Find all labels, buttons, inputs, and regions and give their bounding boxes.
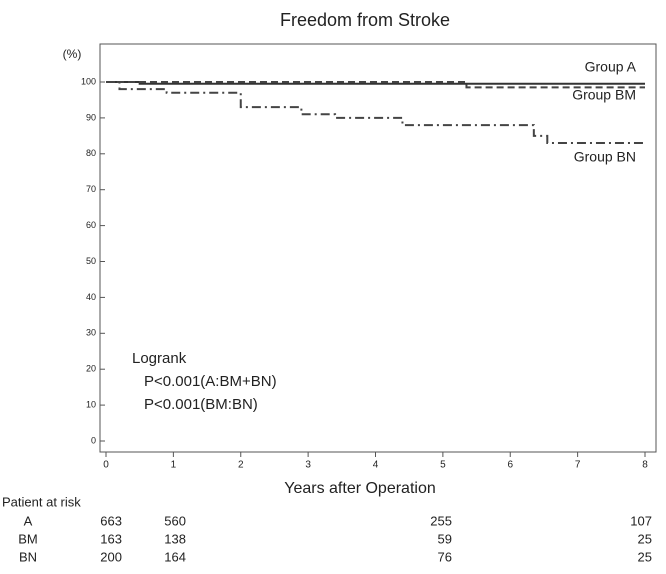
y-tick-label: 20	[86, 364, 96, 374]
risk-value: 76	[438, 549, 452, 564]
x-tick-label: 8	[642, 460, 648, 471]
y-tick-label: 50	[86, 256, 96, 266]
y-tick-label: 10	[86, 399, 96, 409]
survival-line	[106, 81, 645, 145]
y-axis-label: (%)	[63, 47, 82, 61]
x-tick-label: 0	[103, 460, 109, 471]
annotation: P<0.001(BM:BN)	[144, 396, 258, 413]
x-tick-label: 2	[238, 460, 244, 471]
series-label: Group BN	[574, 149, 636, 165]
risk-row-name: BM	[18, 531, 38, 546]
series-label: Group A	[585, 59, 637, 75]
x-tick-label: 6	[507, 460, 513, 471]
chart-title: Freedom from Stroke	[280, 10, 450, 30]
risk-value: 200	[100, 549, 122, 564]
y-tick-label: 80	[86, 148, 96, 158]
y-tick-label: 100	[81, 76, 96, 86]
x-tick-label: 1	[171, 460, 177, 471]
annotation: Logrank	[132, 350, 187, 367]
survival-line	[106, 81, 645, 89]
x-axis-label: Years after Operation	[284, 480, 436, 497]
series-label: Group BM	[572, 87, 636, 103]
plot-frame	[99, 43, 657, 453]
risk-value: 25	[638, 531, 652, 546]
risk-value: 59	[438, 531, 452, 546]
risk-value: 663	[100, 513, 122, 528]
risk-value: 163	[100, 531, 122, 546]
y-tick-label: 60	[86, 220, 96, 230]
annotation: P<0.001(A:BM+BN)	[144, 373, 277, 390]
risk-value: 107	[630, 513, 652, 528]
x-tick-label: 4	[373, 460, 379, 471]
risk-value: 25	[638, 549, 652, 564]
risk-value: 255	[430, 513, 452, 528]
risk-row-name: BN	[19, 549, 37, 564]
y-tick-label: 70	[86, 184, 96, 194]
y-tick-label: 0	[91, 435, 96, 445]
x-tick-label: 5	[440, 460, 446, 471]
y-tick-label: 90	[86, 112, 96, 122]
risk-value: 560	[164, 513, 186, 528]
x-tick-label: 3	[305, 460, 311, 471]
risk-table-title: Patient at risk	[2, 494, 81, 509]
x-tick-label: 7	[575, 460, 581, 471]
risk-value: 164	[164, 549, 186, 564]
y-tick-label: 40	[86, 292, 96, 302]
y-tick-label: 30	[86, 328, 96, 338]
risk-value: 138	[164, 531, 186, 546]
risk-row-name: A	[24, 513, 33, 528]
